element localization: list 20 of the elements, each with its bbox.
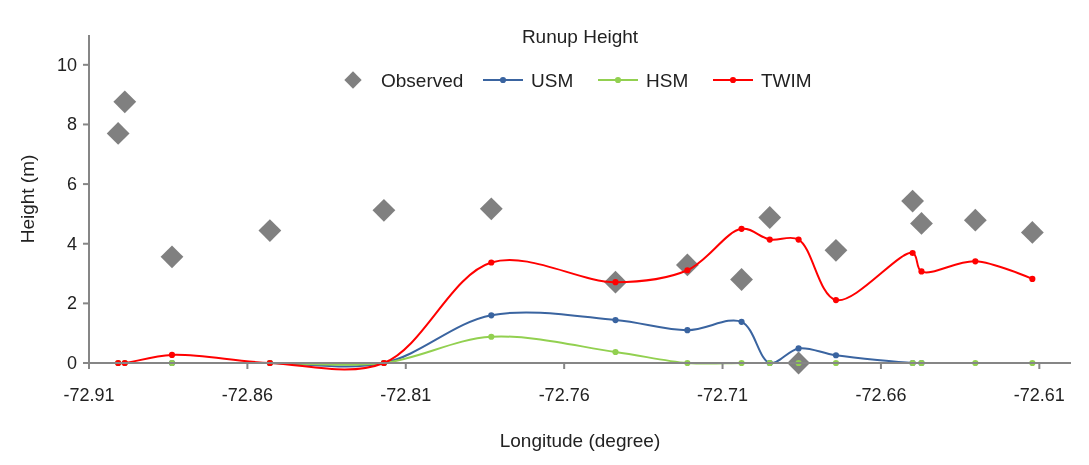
y-axis-title: Height (m) xyxy=(17,154,38,244)
y-tick-label: 6 xyxy=(66,174,77,195)
legend-label: HSM xyxy=(646,70,689,91)
x-tick-label: -72.61 xyxy=(1013,385,1065,405)
x-tick-label: -72.76 xyxy=(538,385,590,405)
y-tick-label: 2 xyxy=(66,293,77,314)
legend-label: Observed xyxy=(381,70,464,91)
chart-title: Runup Height xyxy=(521,26,639,47)
y-tick-label: 4 xyxy=(66,233,77,254)
y-tick-label: 8 xyxy=(66,114,77,135)
x-tick-label: -72.71 xyxy=(697,385,749,405)
x-tick-label: -72.91 xyxy=(63,385,115,405)
y-tick-label: 0 xyxy=(66,353,77,373)
x-tick-label: -72.81 xyxy=(380,385,432,405)
x-tick-label: -72.66 xyxy=(855,385,907,405)
y-tick-label: 10 xyxy=(56,54,77,75)
x-axis-title: Longitude (degree) xyxy=(499,430,661,451)
legend-label: TWIM xyxy=(761,70,812,91)
x-tick-label: -72.86 xyxy=(221,385,273,405)
legend-label: USM xyxy=(531,70,574,91)
